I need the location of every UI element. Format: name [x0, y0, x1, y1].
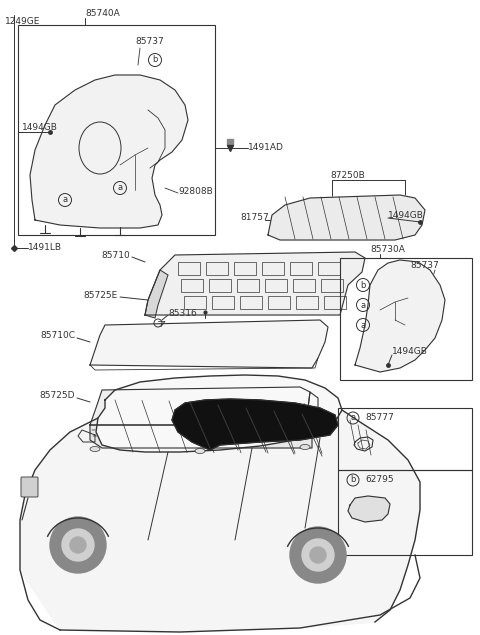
- Text: 85777: 85777: [365, 413, 394, 422]
- Polygon shape: [90, 387, 310, 425]
- Circle shape: [310, 547, 326, 563]
- Ellipse shape: [300, 444, 310, 450]
- Bar: [206, 262, 228, 275]
- Ellipse shape: [195, 448, 205, 453]
- Bar: [178, 262, 200, 275]
- Text: a: a: [360, 300, 366, 309]
- Text: 85737: 85737: [410, 260, 439, 269]
- Text: 85710: 85710: [101, 250, 130, 260]
- Bar: [240, 296, 262, 309]
- Text: 1494GB: 1494GB: [392, 347, 428, 356]
- Bar: [184, 296, 206, 309]
- Circle shape: [302, 539, 334, 571]
- Polygon shape: [90, 425, 312, 448]
- Polygon shape: [268, 195, 425, 240]
- Bar: [268, 296, 290, 309]
- Bar: [296, 296, 318, 309]
- Bar: [265, 279, 287, 292]
- Bar: [209, 279, 231, 292]
- Text: 1494GB: 1494GB: [22, 123, 58, 133]
- Text: 85730A: 85730A: [370, 246, 405, 255]
- Polygon shape: [20, 376, 420, 632]
- Bar: [338, 408, 472, 470]
- Text: 87250B: 87250B: [330, 171, 365, 180]
- Text: 92808B: 92808B: [178, 187, 213, 196]
- Bar: [321, 279, 343, 292]
- Polygon shape: [145, 270, 168, 318]
- Text: b: b: [350, 476, 356, 485]
- Bar: [237, 279, 259, 292]
- Circle shape: [50, 517, 106, 573]
- Text: 85737: 85737: [135, 37, 164, 46]
- Text: 85740A: 85740A: [85, 10, 120, 18]
- Text: b: b: [152, 55, 158, 65]
- Text: a: a: [350, 413, 356, 422]
- FancyBboxPatch shape: [21, 477, 38, 497]
- Polygon shape: [355, 260, 445, 372]
- Bar: [340, 258, 472, 380]
- Polygon shape: [90, 320, 328, 368]
- Bar: [290, 262, 312, 275]
- Polygon shape: [96, 375, 342, 452]
- Circle shape: [62, 529, 94, 561]
- Text: b: b: [360, 281, 366, 290]
- Text: 1491AD: 1491AD: [248, 144, 284, 152]
- Text: a: a: [360, 321, 366, 330]
- Polygon shape: [172, 399, 338, 450]
- Polygon shape: [30, 75, 188, 228]
- Bar: [293, 279, 315, 292]
- Bar: [212, 296, 234, 309]
- Circle shape: [70, 537, 86, 553]
- Text: 85316: 85316: [168, 309, 197, 318]
- Text: a: a: [118, 184, 122, 192]
- Text: 81757: 81757: [240, 213, 269, 222]
- Text: 85725E: 85725E: [84, 290, 118, 300]
- Circle shape: [290, 527, 346, 583]
- Bar: [181, 279, 203, 292]
- Bar: [318, 262, 340, 275]
- Bar: [234, 262, 256, 275]
- Text: 1249GE: 1249GE: [5, 18, 40, 27]
- Text: 62795: 62795: [365, 476, 394, 485]
- Text: 85710C: 85710C: [40, 331, 75, 340]
- Bar: [338, 470, 472, 555]
- Text: 1494GB: 1494GB: [388, 210, 424, 220]
- Polygon shape: [348, 496, 390, 522]
- Text: 85725D: 85725D: [39, 391, 75, 399]
- Polygon shape: [145, 252, 365, 315]
- Bar: [324, 296, 346, 309]
- Text: 1491LB: 1491LB: [28, 243, 62, 253]
- Text: a: a: [62, 196, 68, 204]
- Bar: [18, 25, 215, 235]
- Polygon shape: [302, 392, 318, 432]
- Bar: [262, 262, 284, 275]
- Ellipse shape: [90, 446, 100, 451]
